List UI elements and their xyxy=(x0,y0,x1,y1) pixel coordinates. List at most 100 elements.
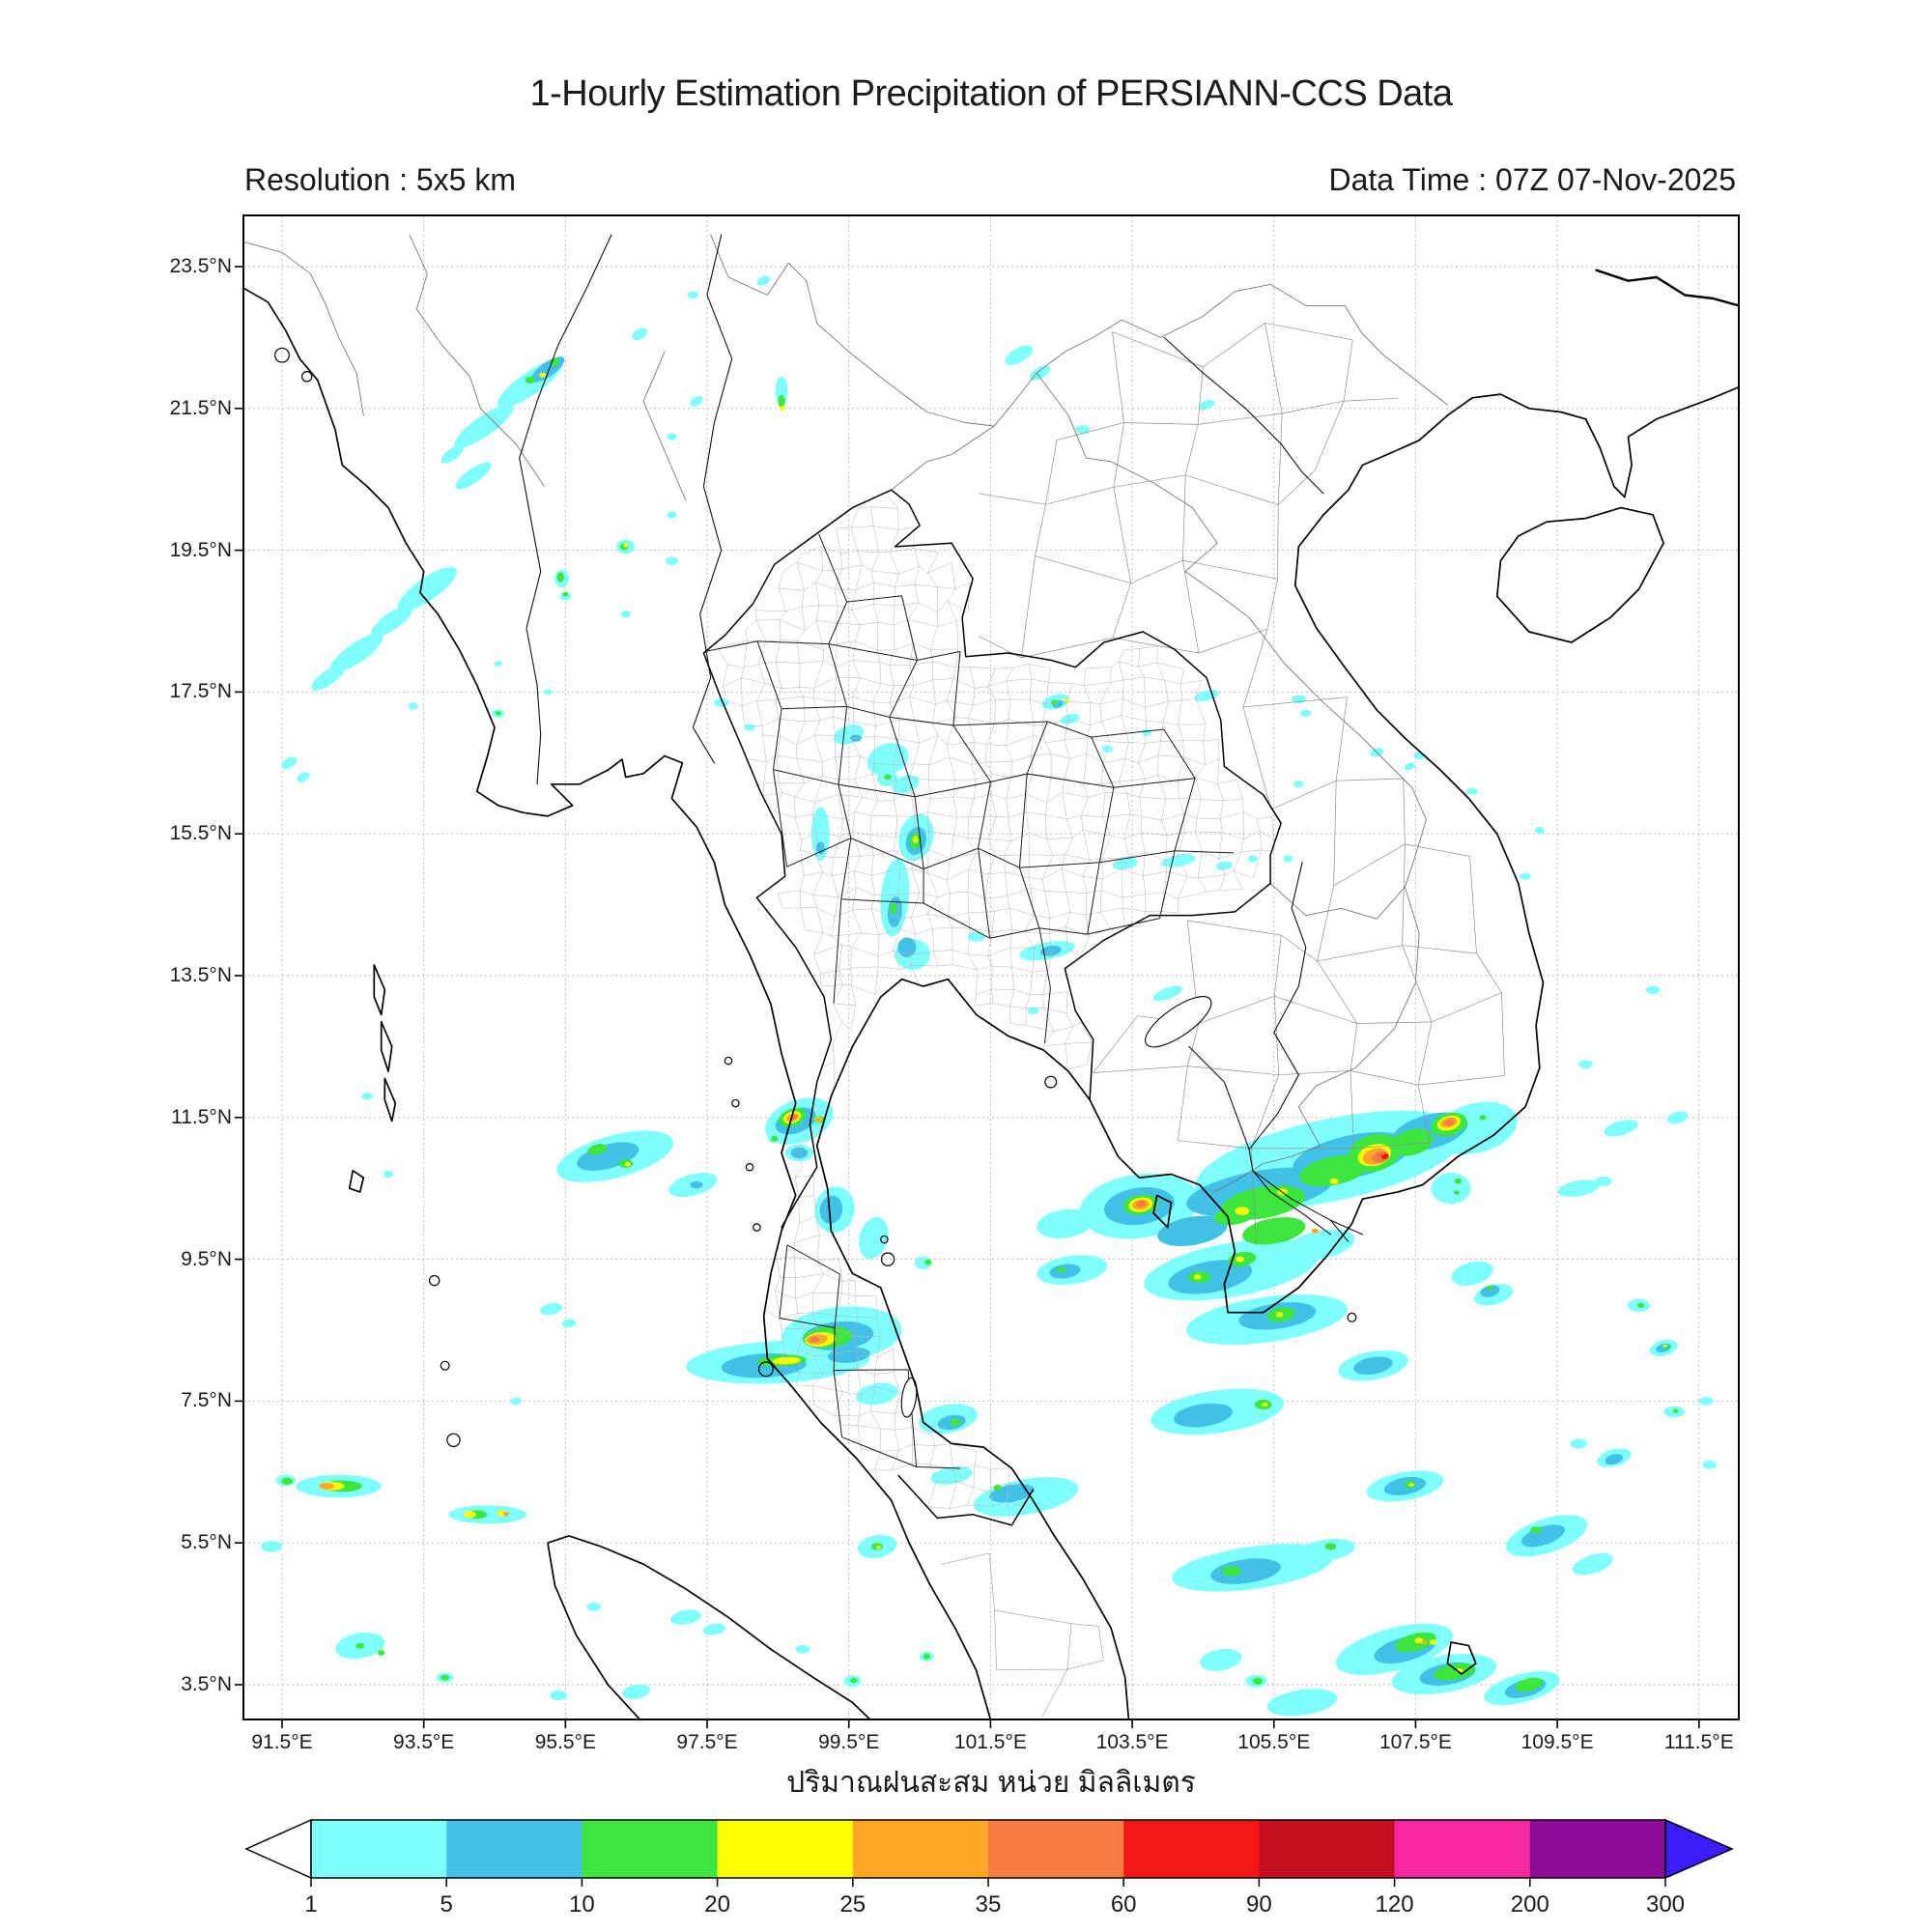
lon-tick-label: 99.5°E xyxy=(818,1731,880,1753)
precip-cell xyxy=(1210,1558,1281,1584)
precip-cell xyxy=(1200,1648,1242,1671)
precip-cell xyxy=(1391,1128,1434,1156)
precip-cell xyxy=(967,931,985,942)
precip-cell xyxy=(1604,1120,1638,1137)
lat-tick-label: 13.5°N xyxy=(169,964,232,986)
precip-cell xyxy=(1242,1217,1306,1245)
colorbar-segment xyxy=(1123,1820,1260,1878)
coastline xyxy=(815,385,1739,1719)
axis-ticks xyxy=(235,266,1700,1728)
island xyxy=(274,347,290,363)
precip-cell xyxy=(775,376,788,406)
precip-cell xyxy=(408,702,418,710)
colorbar-over-arrow xyxy=(1664,1818,1734,1880)
coastline xyxy=(1495,506,1664,643)
lat-tick-label: 5.5°N xyxy=(181,1531,232,1554)
country-border xyxy=(642,351,687,501)
precip-cell xyxy=(771,1135,779,1142)
country-border xyxy=(409,234,481,410)
lon-tick-label: 107.5°E xyxy=(1378,1731,1452,1753)
lat-tick-label: 17.5°N xyxy=(169,680,232,703)
precip-cell xyxy=(1324,1543,1337,1550)
colorbar-tick-label: 120 xyxy=(1375,1891,1414,1918)
country-border xyxy=(1036,372,1427,888)
island xyxy=(446,1433,461,1447)
precip-cell xyxy=(1236,1256,1244,1263)
colorbar-tick-label: 25 xyxy=(839,1891,867,1918)
precip-cell xyxy=(1283,855,1293,863)
precip-cell xyxy=(1645,985,1661,995)
precip-cell xyxy=(949,1418,961,1427)
precip-cell xyxy=(543,689,553,696)
precip-cell xyxy=(632,327,648,340)
precip-cell xyxy=(897,937,917,957)
colorbar-tick-label: 200 xyxy=(1510,1891,1549,1918)
lake xyxy=(900,1377,918,1418)
coastline xyxy=(380,1020,393,1072)
precip-cell xyxy=(371,605,413,638)
precip-cell xyxy=(744,724,755,731)
lat-tick-label: 19.5°N xyxy=(169,538,232,561)
island xyxy=(428,1274,440,1287)
precip-cell xyxy=(1570,1438,1587,1449)
precip-cell xyxy=(623,543,628,548)
precip-cell xyxy=(795,1644,810,1654)
country-border xyxy=(710,234,995,427)
precip-cell xyxy=(810,807,830,862)
precip-cell xyxy=(383,1170,394,1179)
lon-tick-label: 109.5°E xyxy=(1520,1731,1594,1753)
colorbar-tick-label: 90 xyxy=(1246,1891,1272,1918)
lat-tick-label: 21.5°N xyxy=(169,396,232,419)
precip-cell xyxy=(1298,1538,1355,1562)
precip-cell xyxy=(912,836,919,843)
precip-cell xyxy=(539,372,547,378)
precip-cell xyxy=(1698,1396,1714,1406)
island xyxy=(757,1361,774,1378)
river xyxy=(1163,336,1324,495)
precip-cell xyxy=(1480,1285,1500,1297)
precip-cell xyxy=(1221,1566,1242,1577)
river xyxy=(1252,1170,1331,1236)
precip-cell xyxy=(1030,365,1051,381)
precip-cell xyxy=(1157,1215,1228,1247)
precip-cell xyxy=(1247,855,1258,863)
island xyxy=(880,1252,895,1266)
precip-cell xyxy=(1662,1344,1667,1348)
colorbar-tick-label: 35 xyxy=(975,1891,1002,1918)
resolution-label: Resolution : 5x5 km xyxy=(244,162,517,197)
precipitation-layer xyxy=(260,275,1718,1717)
river xyxy=(519,234,612,785)
precip-cell xyxy=(778,394,785,409)
coastline xyxy=(384,1077,397,1122)
precip-cell xyxy=(1431,1173,1471,1205)
precip-cell xyxy=(1160,854,1196,867)
coastline xyxy=(348,1169,365,1193)
lon-tick-label: 95.5°E xyxy=(534,1731,596,1753)
precip-cell xyxy=(1285,1229,1355,1262)
precip-cell xyxy=(1408,1483,1414,1487)
coastline xyxy=(1152,1194,1173,1229)
precip-cell xyxy=(1050,699,1059,706)
river xyxy=(1248,862,1363,1236)
precip-cell xyxy=(1037,1208,1094,1238)
precip-cell xyxy=(690,1180,703,1189)
thailand-border xyxy=(897,1474,1035,1526)
precip-cell xyxy=(1672,1408,1679,1413)
colorbar-tick-label: 10 xyxy=(569,1891,595,1918)
precip-cell xyxy=(1444,1119,1455,1126)
colorbar-segment xyxy=(1529,1820,1666,1878)
data-time-label: Data Time : 07Z 07-Nov-2025 xyxy=(1328,162,1736,197)
precip-cell xyxy=(1329,1178,1339,1184)
precip-cell xyxy=(856,1382,898,1406)
river-major xyxy=(1595,269,1739,307)
colorbar-tick-label: 60 xyxy=(1110,1891,1137,1918)
precip-cell xyxy=(690,396,703,407)
precip-cell xyxy=(1060,713,1080,724)
precip-cell xyxy=(670,1609,701,1626)
precip-cell xyxy=(1534,826,1545,835)
precip-cell xyxy=(1636,1302,1645,1308)
precip-cell xyxy=(1578,1060,1593,1069)
precip-cell xyxy=(930,1465,973,1485)
lat-tick-label: 3.5°N xyxy=(181,1673,232,1695)
colorbar-segment xyxy=(446,1820,582,1878)
